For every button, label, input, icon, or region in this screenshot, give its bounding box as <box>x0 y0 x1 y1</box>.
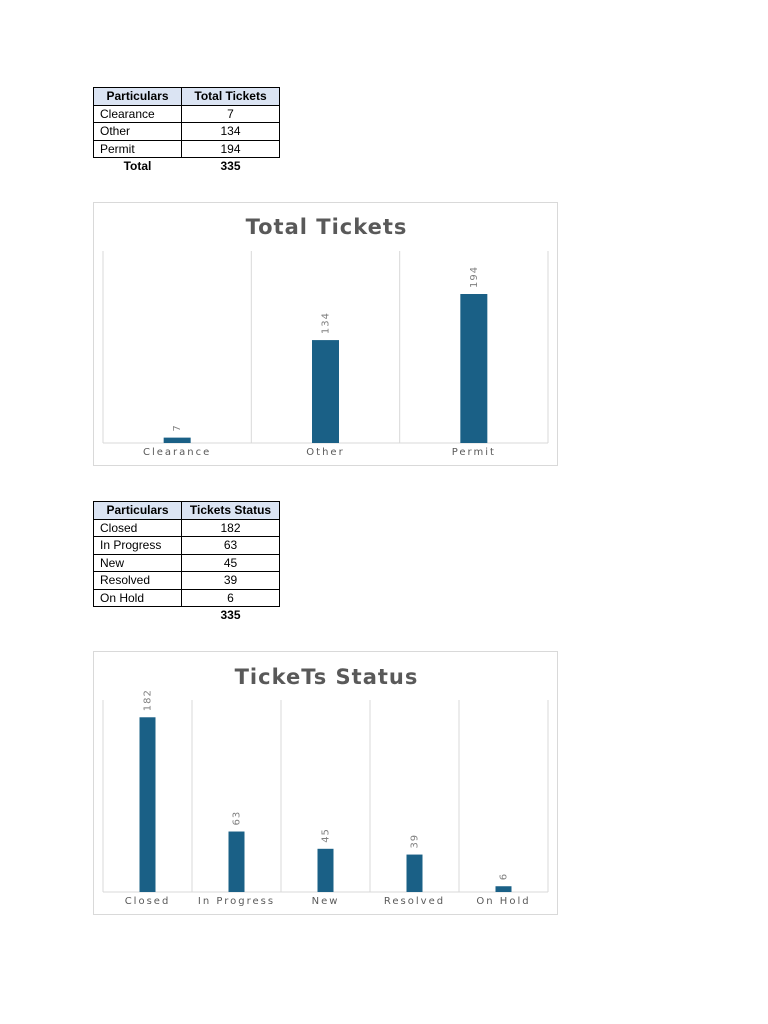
total-value: 335 <box>220 159 241 173</box>
row-value: 134 <box>181 122 280 141</box>
row-value: 39 <box>181 571 280 590</box>
row-value: 182 <box>181 518 280 537</box>
row-value: 194 <box>181 139 280 158</box>
bar-on-hold <box>495 886 512 892</box>
row-value: 63 <box>181 536 280 555</box>
table-row: New 45 <box>93 553 280 572</box>
row-label: Permit <box>93 139 182 158</box>
bar-new <box>317 848 334 892</box>
row-label: New <box>93 553 182 572</box>
bar-closed <box>139 717 156 892</box>
tickets-status-chart: TickeTs Status 182 Closed 63 In Progress 45 Ne… <box>93 651 558 915</box>
row-value: 7 <box>181 104 280 123</box>
row-label: Closed <box>93 518 182 537</box>
table-header-row: Particulars Total Tickets <box>93 87 280 106</box>
category-label: On Hold <box>476 896 530 907</box>
table-header-row: Particulars Tickets Status <box>93 501 280 520</box>
table-row: Permit 194 <box>93 139 280 158</box>
category-label: In Progress <box>198 896 275 907</box>
data-label: 39 <box>410 834 421 849</box>
data-label: 6 <box>499 873 510 880</box>
row-label: Resolved <box>93 571 182 590</box>
total-row: 335 <box>94 607 280 624</box>
table-row: Closed 182 <box>93 518 280 537</box>
category-label: Resolved <box>384 896 445 907</box>
data-label: 63 <box>232 811 243 826</box>
tickets-status-table: Particulars Tickets Status Closed 182 In… <box>93 501 280 624</box>
total-label: Total <box>123 159 152 173</box>
total-label-empty <box>94 607 182 624</box>
column-header: Tickets Status <box>181 501 280 520</box>
row-label: In Progress <box>93 536 182 555</box>
tickets-status-chart-svg: TickeTs Status 182 Closed 63 In Progress 45 Ne… <box>102 665 549 907</box>
table-row: Resolved 39 <box>93 571 280 590</box>
row-label: Other <box>93 122 182 141</box>
total-tickets-chart-svg: Total Tickets 7 Clearance 134 Other 194 Permit <box>102 215 549 458</box>
total-tickets-chart: Total Tickets 7 Clearance 134 Other 194 Permit <box>93 202 558 466</box>
category-label: Other <box>306 447 344 458</box>
row-label: Clearance <box>93 104 182 123</box>
bar-resolved <box>406 854 423 892</box>
column-header: Total Tickets <box>181 87 280 106</box>
category-label: Closed <box>125 896 171 907</box>
total-row: Total 335 <box>94 158 280 175</box>
column-header: Particulars <box>93 501 182 520</box>
data-label: 7 <box>172 424 183 431</box>
bar-in-progress <box>228 831 245 892</box>
row-label: On Hold <box>93 588 182 607</box>
data-label: 134 <box>321 312 332 334</box>
table-row: Clearance 7 <box>93 104 280 123</box>
total-value: 335 <box>220 608 241 622</box>
chart-title: Total Tickets <box>246 215 408 239</box>
total-tickets-table: Particulars Total Tickets Clearance 7 Ot… <box>93 87 280 175</box>
column-header: Particulars <box>93 87 182 106</box>
category-label: Permit <box>452 447 496 458</box>
table-row: In Progress 63 <box>93 536 280 555</box>
category-label: New <box>312 896 340 907</box>
bar-clearance <box>163 437 191 443</box>
bar-permit <box>460 294 488 443</box>
data-label: 182 <box>143 689 154 711</box>
row-value: 6 <box>181 588 280 607</box>
category-label: Clearance <box>143 447 211 458</box>
table-row: Other 134 <box>93 122 280 141</box>
chart-title: TickeTs Status <box>235 665 419 689</box>
data-label: 45 <box>321 828 332 843</box>
bar-other <box>312 340 339 443</box>
table-row: On Hold 6 <box>93 588 280 607</box>
data-label: 194 <box>469 266 480 288</box>
row-value: 45 <box>181 553 280 572</box>
